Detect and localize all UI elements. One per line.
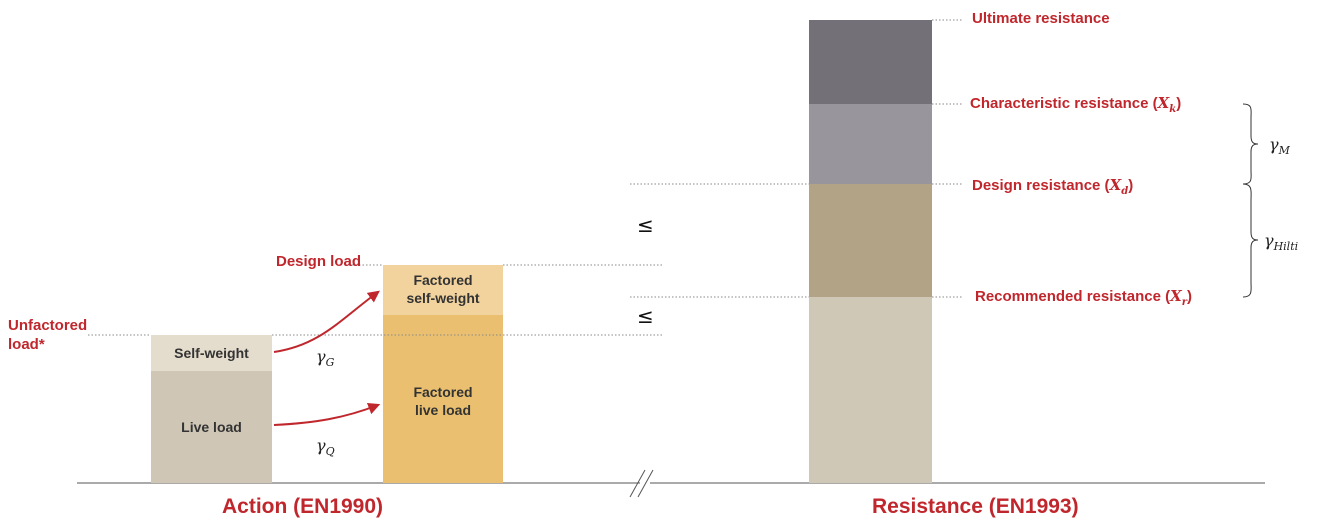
design-resistance-label: Design resistance (Xd) — [972, 176, 1134, 197]
less-or-equal-upper: ≤ — [637, 213, 654, 237]
factored-live-load-block — [383, 315, 503, 483]
axis-break-mark — [637, 469, 654, 498]
factored-self-weight-label: Factored self-weight — [406, 272, 480, 306]
characteristic-resistance-label: Characteristic resistance (Xk) — [970, 94, 1182, 115]
factored-live-load-label: Factored live load — [413, 384, 473, 418]
ultimate-resistance-block — [809, 20, 932, 104]
gamma-hilti-bracket — [1242, 183, 1259, 298]
axis-break-mark — [629, 469, 646, 498]
ultimate-resistance-label: Ultimate resistance — [972, 10, 1110, 27]
live-load-factor-arrow — [273, 402, 381, 426]
gamma-g-symbol: γG — [316, 347, 335, 370]
design-load-label: Design load — [276, 253, 362, 270]
less-or-equal-lower: ≤ — [637, 304, 654, 328]
action-title: Action (EN1990) — [222, 495, 384, 518]
gamma-hilti-symbol: γHilti — [1264, 231, 1299, 254]
factored-self-weight-block — [383, 265, 503, 315]
design-resistance-block — [809, 184, 932, 297]
recommended-resistance-block — [809, 297, 932, 483]
self-weight-label: Self-weight — [174, 345, 249, 361]
unfactored-load-label: Unfactored load* — [8, 317, 88, 353]
self-weight-factor-arrow — [273, 290, 380, 353]
recommended-resistance-label: Recommended resistance (Xr) — [975, 287, 1192, 308]
gamma-m-bracket — [1242, 103, 1259, 185]
gamma-q-symbol: γQ — [316, 436, 335, 459]
self-weight-block — [151, 335, 272, 371]
live-load-label: Live load — [181, 419, 242, 435]
resistance-title: Resistance (EN1993) — [872, 495, 1079, 518]
gamma-m-symbol: γM — [1269, 135, 1290, 158]
live-load-block — [151, 371, 272, 483]
characteristic-resistance-block — [809, 104, 932, 184]
